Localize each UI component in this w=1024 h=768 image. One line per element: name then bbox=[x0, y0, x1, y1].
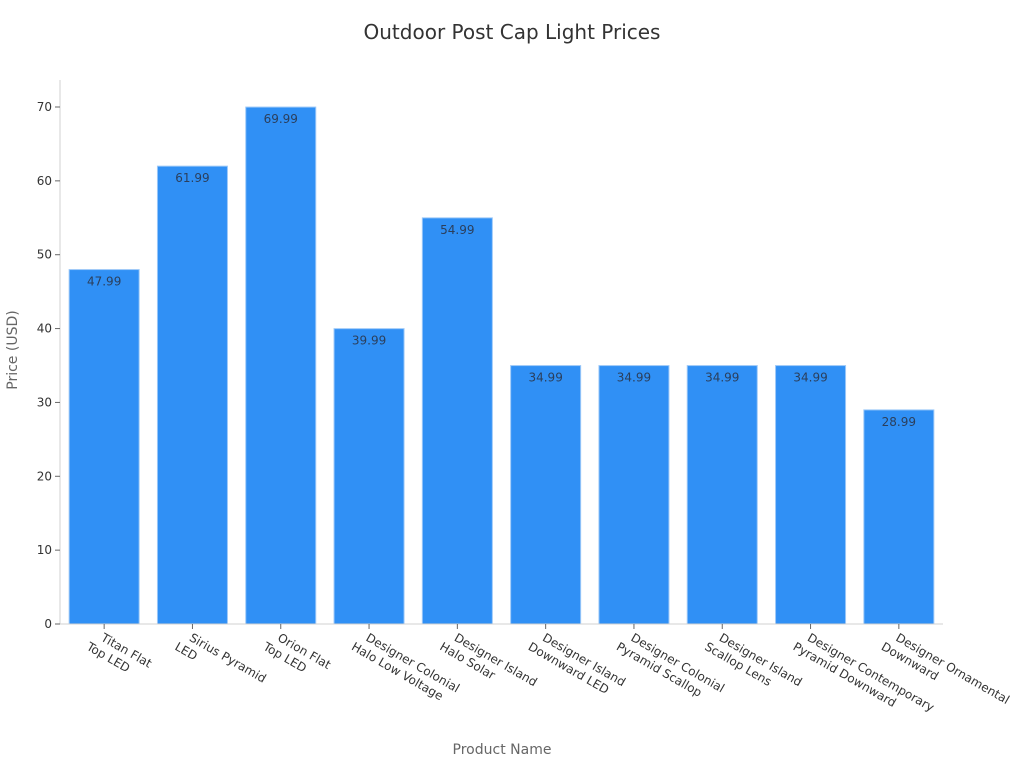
y-tick-label: 70 bbox=[37, 100, 52, 114]
bar-value-label: 54.99 bbox=[440, 223, 474, 237]
bar[interactable] bbox=[156, 165, 228, 625]
bar[interactable] bbox=[686, 365, 758, 625]
bar[interactable] bbox=[510, 365, 582, 625]
bar-value-label: 28.99 bbox=[882, 415, 916, 429]
x-axis-label: Product Name bbox=[452, 742, 552, 758]
chart-title: Outdoor Post Cap Light Prices bbox=[363, 20, 661, 44]
bar[interactable] bbox=[775, 365, 847, 625]
bar[interactable] bbox=[68, 269, 140, 625]
y-tick-label: 50 bbox=[37, 248, 52, 262]
y-tick-label: 30 bbox=[37, 395, 52, 409]
bar-value-label: 34.99 bbox=[705, 371, 739, 385]
bar-value-label: 69.99 bbox=[264, 112, 298, 126]
bar-value-label: 39.99 bbox=[352, 334, 386, 348]
bar-value-label: 61.99 bbox=[175, 171, 209, 185]
bar-value-label: 34.99 bbox=[793, 371, 827, 385]
svg-text:Sirius Pyramid: Sirius Pyramid bbox=[187, 630, 269, 685]
bar[interactable] bbox=[863, 409, 935, 625]
y-tick-label: 20 bbox=[37, 469, 52, 483]
y-axis-label: Price (USD) bbox=[5, 310, 21, 390]
y-tick-label: 10 bbox=[37, 543, 52, 557]
bars: 47.99 61.99 69.99 39.99 54.99 34.99 34.99 34.99… bbox=[68, 106, 935, 625]
bar-value-label: 47.99 bbox=[87, 275, 121, 289]
y-tick-label: 60 bbox=[37, 174, 52, 188]
bar[interactable] bbox=[598, 365, 670, 625]
bar[interactable] bbox=[245, 106, 317, 625]
bar-value-label: 34.99 bbox=[617, 371, 651, 385]
y-tick-label: 0 bbox=[44, 617, 52, 631]
y-tick-label: 40 bbox=[37, 322, 52, 336]
bar[interactable] bbox=[421, 217, 493, 625]
bar[interactable] bbox=[333, 328, 405, 625]
y-axis: 0 10 20 30 40 50 60 70 bbox=[37, 80, 61, 631]
bar-value-label: 34.99 bbox=[528, 371, 562, 385]
